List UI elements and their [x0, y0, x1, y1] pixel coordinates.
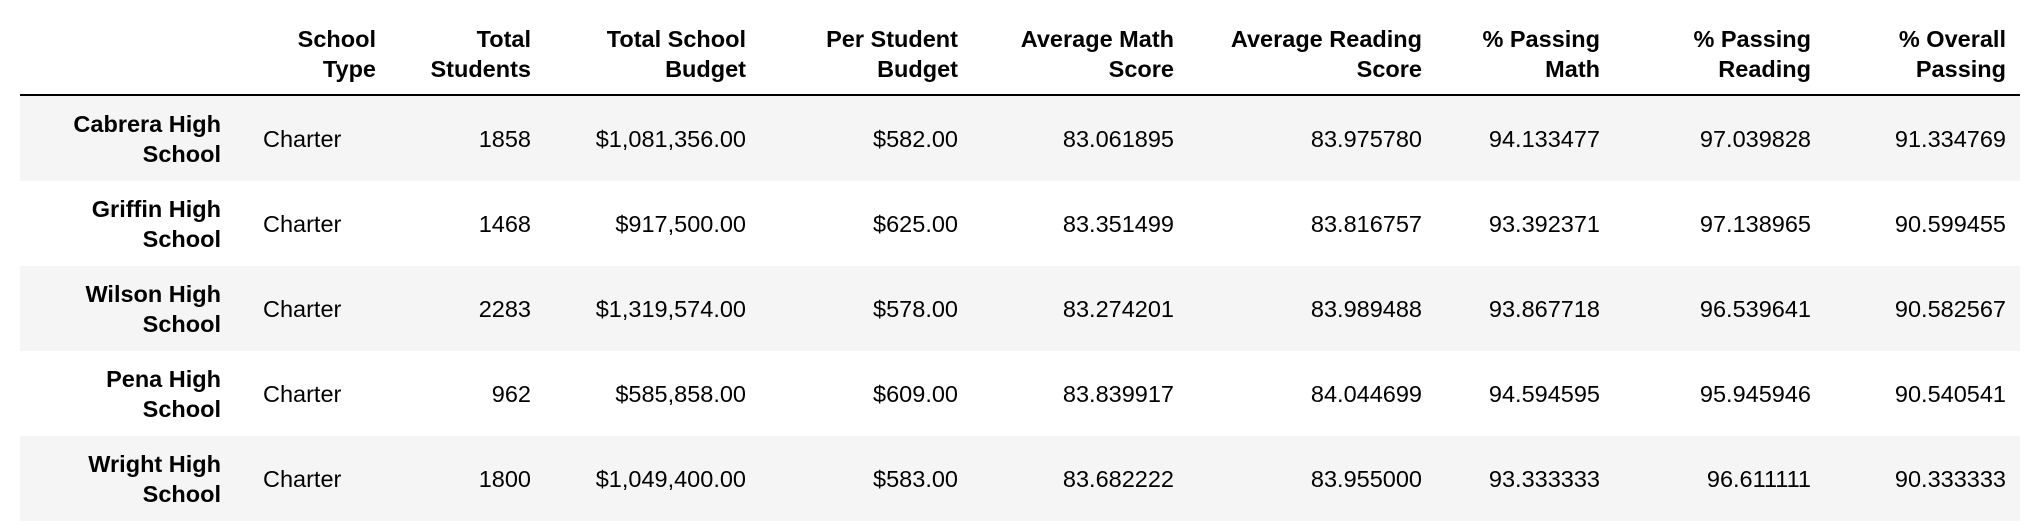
cell-pct-overall: 90.582567 — [1894, 295, 2006, 322]
cell-pct-reading: 96.611111 — [1706, 465, 1811, 492]
cell-pct-math: 93.333333 — [1488, 465, 1600, 492]
table-row: Griffin High School Charter 1468 $917,500… — [20, 181, 2020, 266]
cell-school-type: Charter — [263, 210, 342, 237]
header-text-line: Budget — [877, 56, 958, 82]
row-index-school-name: Pena High School — [20, 351, 235, 436]
cell-school-type: Charter — [263, 380, 342, 407]
table-row: Cabrera High School Charter 1858 $1,081,3… — [20, 95, 2020, 181]
cell-pct-math: 94.133477 — [1488, 125, 1600, 152]
school-name-line: School — [142, 225, 221, 252]
header-school-type: School Type — [235, 22, 390, 96]
header-index — [20, 22, 235, 96]
school-name-line: Cabrera High — [73, 110, 221, 137]
header-passing-reading: % Passing Reading — [1614, 22, 1825, 96]
header-row: School Type Total Students Total School Bud… — [20, 22, 2020, 96]
row-index-school-name: Griffin High School — [20, 181, 235, 266]
cell-school-type: Charter — [263, 295, 342, 322]
school-name-line: Pena High — [106, 365, 221, 392]
school-name-line: School — [142, 140, 221, 167]
header-text-line: School — [297, 26, 376, 52]
header-text-line: Score — [1356, 56, 1422, 82]
cell-school-type: Charter — [263, 465, 342, 492]
cell-per-student-budget: $609.00 — [873, 380, 958, 407]
cell-pct-math: 93.867718 — [1488, 295, 1600, 322]
cell-avg-math: 83.351499 — [1062, 210, 1174, 237]
cell-total-budget: $917,500.00 — [615, 210, 746, 237]
table-row: Wright High School Charter 1800 $1,049,40… — [20, 436, 2020, 521]
cell-total-students: 1800 — [478, 465, 531, 492]
cell-pct-math: 94.594595 — [1488, 380, 1600, 407]
header-overall-passing: % Overall Passing — [1825, 22, 2020, 96]
header-text-line: % Passing — [1482, 26, 1600, 52]
cell-total-students: 2283 — [478, 295, 531, 322]
cell-pct-overall: 90.333333 — [1894, 465, 2006, 492]
header-text-line: Total — [476, 26, 531, 52]
cell-pct-overall: 90.540541 — [1894, 380, 2006, 407]
cell-avg-reading: 83.989488 — [1310, 295, 1422, 322]
cell-avg-reading: 83.955000 — [1310, 465, 1422, 492]
cell-total-budget: $1,081,356.00 — [595, 125, 746, 152]
table-header: School Type Total Students Total School Bud… — [20, 22, 2020, 96]
school-name-line: School — [142, 395, 221, 422]
header-text-line: Students — [430, 56, 531, 82]
cell-avg-reading: 83.975780 — [1310, 125, 1422, 152]
header-total-school-budget: Total School Budget — [545, 22, 760, 96]
header-text-line: Score — [1108, 56, 1174, 82]
header-total-students: Total Students — [390, 22, 545, 96]
school-name-line: Wilson High — [85, 280, 221, 307]
header-average-reading-score: Average Reading Score — [1188, 22, 1436, 96]
cell-total-budget: $1,319,574.00 — [595, 295, 746, 322]
header-text-line: % Passing — [1693, 26, 1811, 52]
cell-per-student-budget: $583.00 — [873, 465, 958, 492]
cell-pct-overall: 91.334769 — [1894, 125, 2006, 152]
header-text-line: Average Math — [1020, 26, 1174, 52]
header-text-line: Passing — [1915, 56, 2006, 82]
table-row: Pena High School Charter 962 $585,858.00 … — [20, 351, 2020, 436]
header-per-student-budget: Per Student Budget — [760, 22, 972, 96]
cell-pct-reading: 95.945946 — [1699, 380, 1811, 407]
cell-total-budget: $1,049,400.00 — [595, 465, 746, 492]
cell-total-budget: $585,858.00 — [615, 380, 746, 407]
header-text-line: % Overall — [1898, 26, 2006, 52]
school-name-line: School — [142, 310, 221, 337]
school-name-line: Griffin High — [91, 195, 221, 222]
table-body: Cabrera High School Charter 1858 $1,081,3… — [20, 95, 2020, 521]
cell-avg-math: 83.274201 — [1062, 295, 1174, 322]
cell-pct-reading: 97.039828 — [1699, 125, 1811, 152]
header-text-line: Total School — [606, 26, 746, 52]
school-summary-table: School Type Total Students Total School Bud… — [20, 22, 2020, 521]
header-text-line: Per Student — [826, 26, 958, 52]
header-passing-math: % Passing Math — [1436, 22, 1614, 96]
header-average-math-score: Average Math Score — [972, 22, 1188, 96]
school-name-line: School — [142, 480, 221, 507]
row-index-school-name: Cabrera High School — [20, 95, 235, 181]
cell-avg-math: 83.839917 — [1062, 380, 1174, 407]
row-index-school-name: Wilson High School — [20, 266, 235, 351]
cell-avg-reading: 84.044699 — [1310, 380, 1422, 407]
cell-total-students: 1468 — [478, 210, 531, 237]
cell-total-students: 962 — [491, 380, 531, 407]
header-text-line: Math — [1545, 56, 1600, 82]
row-index-school-name: Wright High School — [20, 436, 235, 521]
cell-pct-reading: 97.138965 — [1699, 210, 1811, 237]
cell-pct-overall: 90.599455 — [1894, 210, 2006, 237]
header-text-line: Type — [322, 56, 376, 82]
cell-per-student-budget: $582.00 — [873, 125, 958, 152]
cell-school-type: Charter — [263, 125, 342, 152]
header-text-line: Reading — [1718, 56, 1811, 82]
cell-pct-math: 93.392371 — [1488, 210, 1600, 237]
cell-pct-reading: 96.539641 — [1699, 295, 1811, 322]
cell-per-student-budget: $578.00 — [873, 295, 958, 322]
table-row: Wilson High School Charter 2283 $1,319,57… — [20, 266, 2020, 351]
cell-avg-math: 83.682222 — [1062, 465, 1174, 492]
header-text-line: Average Reading — [1230, 26, 1422, 52]
cell-total-students: 1858 — [478, 125, 531, 152]
school-name-line: Wright High — [88, 450, 221, 477]
cell-avg-math: 83.061895 — [1062, 125, 1174, 152]
cell-per-student-budget: $625.00 — [873, 210, 958, 237]
header-text-line: Budget — [665, 56, 746, 82]
cell-avg-reading: 83.816757 — [1310, 210, 1422, 237]
